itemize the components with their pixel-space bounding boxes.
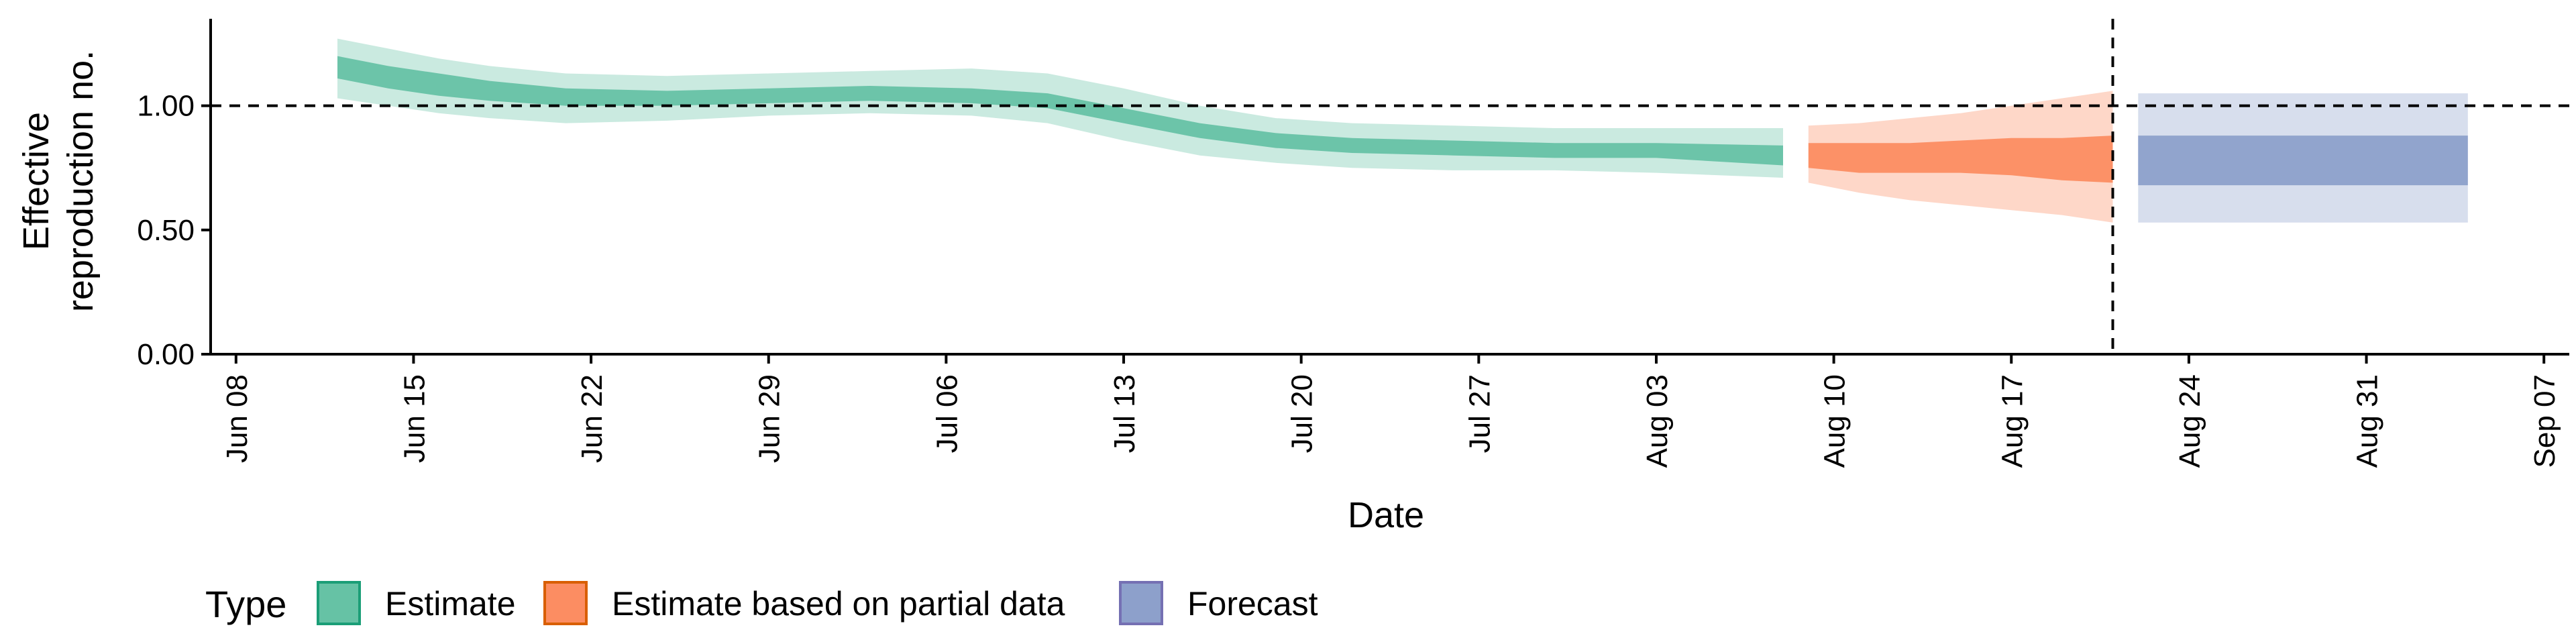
x-tick-label: Jul 27 — [1463, 374, 1496, 453]
x-tick-label: Aug 03 — [1641, 374, 1674, 468]
legend: Type Estimate Estimate based on partial d… — [205, 581, 1318, 625]
x-tick-label: Aug 10 — [1819, 374, 1851, 468]
x-tick-label: Jun 29 — [753, 374, 786, 463]
x-tick-label: Jun 15 — [398, 374, 431, 463]
legend-label-estimate: Estimate — [385, 585, 516, 623]
y-tick-label: 0.50 — [137, 214, 195, 247]
axes: 0.00 0.50 1.00 Jun 08 Jun 15 Jun 22 Jun 29 Jul … — [137, 19, 2569, 468]
y-axis-title-line-2: reproduction no. — [60, 50, 101, 312]
partial-inner-ribbon — [1808, 136, 2113, 183]
x-tick-label: Sep 07 — [2528, 374, 2561, 468]
legend-label-partial: Estimate based on partial data — [612, 585, 1065, 623]
legend-swatch-partial — [543, 581, 588, 625]
x-tick-label: Jul 20 — [1286, 374, 1319, 453]
y-tick-label: 1.00 — [137, 90, 195, 123]
y-axis-title-line-1: Effective — [16, 112, 56, 250]
x-tick-label: Jun 08 — [221, 374, 254, 463]
x-tick-label: Jun 22 — [576, 374, 608, 463]
legend-swatch-forecast — [1119, 581, 1163, 625]
y-tick-label: 0.00 — [137, 338, 195, 371]
x-tick-label: Jul 06 — [930, 374, 963, 453]
legend-label-forecast: Forecast — [1187, 585, 1318, 623]
x-tick-label: Jul 13 — [1108, 374, 1141, 453]
x-tick-label: Aug 24 — [2174, 374, 2206, 468]
x-axis-title: Date — [1348, 495, 1424, 535]
x-tick-label: Aug 17 — [1996, 374, 2029, 468]
estimate-inner-ribbon — [337, 56, 1783, 166]
forecast-inner-ribbon — [2138, 136, 2468, 186]
ribbon-bands — [337, 38, 2468, 223]
legend-swatch-estimate — [317, 581, 361, 625]
legend-title: Type — [205, 583, 286, 625]
x-tick-label: Aug 31 — [2351, 374, 2384, 468]
